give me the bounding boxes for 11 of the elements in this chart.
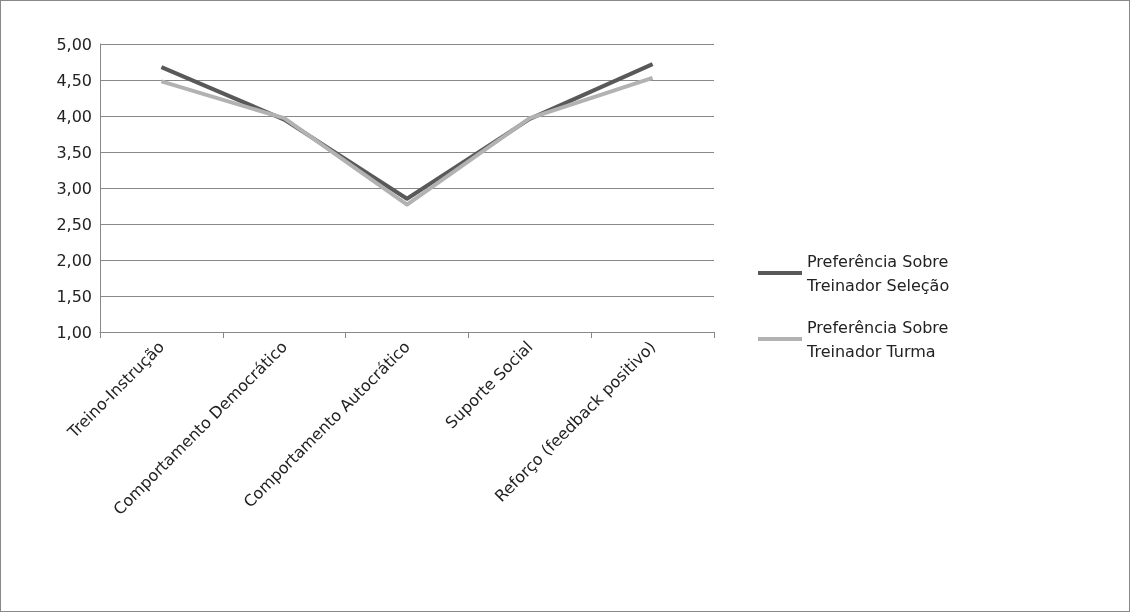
y-tick-label: 2,00 bbox=[56, 250, 92, 270]
y-tick-label: 5,00 bbox=[56, 34, 92, 54]
y-tick-label: 3,00 bbox=[56, 178, 92, 198]
y-tick-label: 3,50 bbox=[56, 142, 92, 162]
legend-label: Preferência Sobre Treinador Seleção bbox=[806, 251, 954, 295]
y-tick-label: 4,00 bbox=[56, 106, 92, 126]
legend-label: Preferência Sobre Treinador Turma bbox=[806, 317, 954, 361]
y-tick-label: 1,50 bbox=[56, 286, 92, 306]
y-tick-label: 4,50 bbox=[56, 70, 92, 90]
y-tick-label: 2,50 bbox=[56, 214, 92, 234]
y-tick-label: 1,00 bbox=[56, 322, 92, 342]
